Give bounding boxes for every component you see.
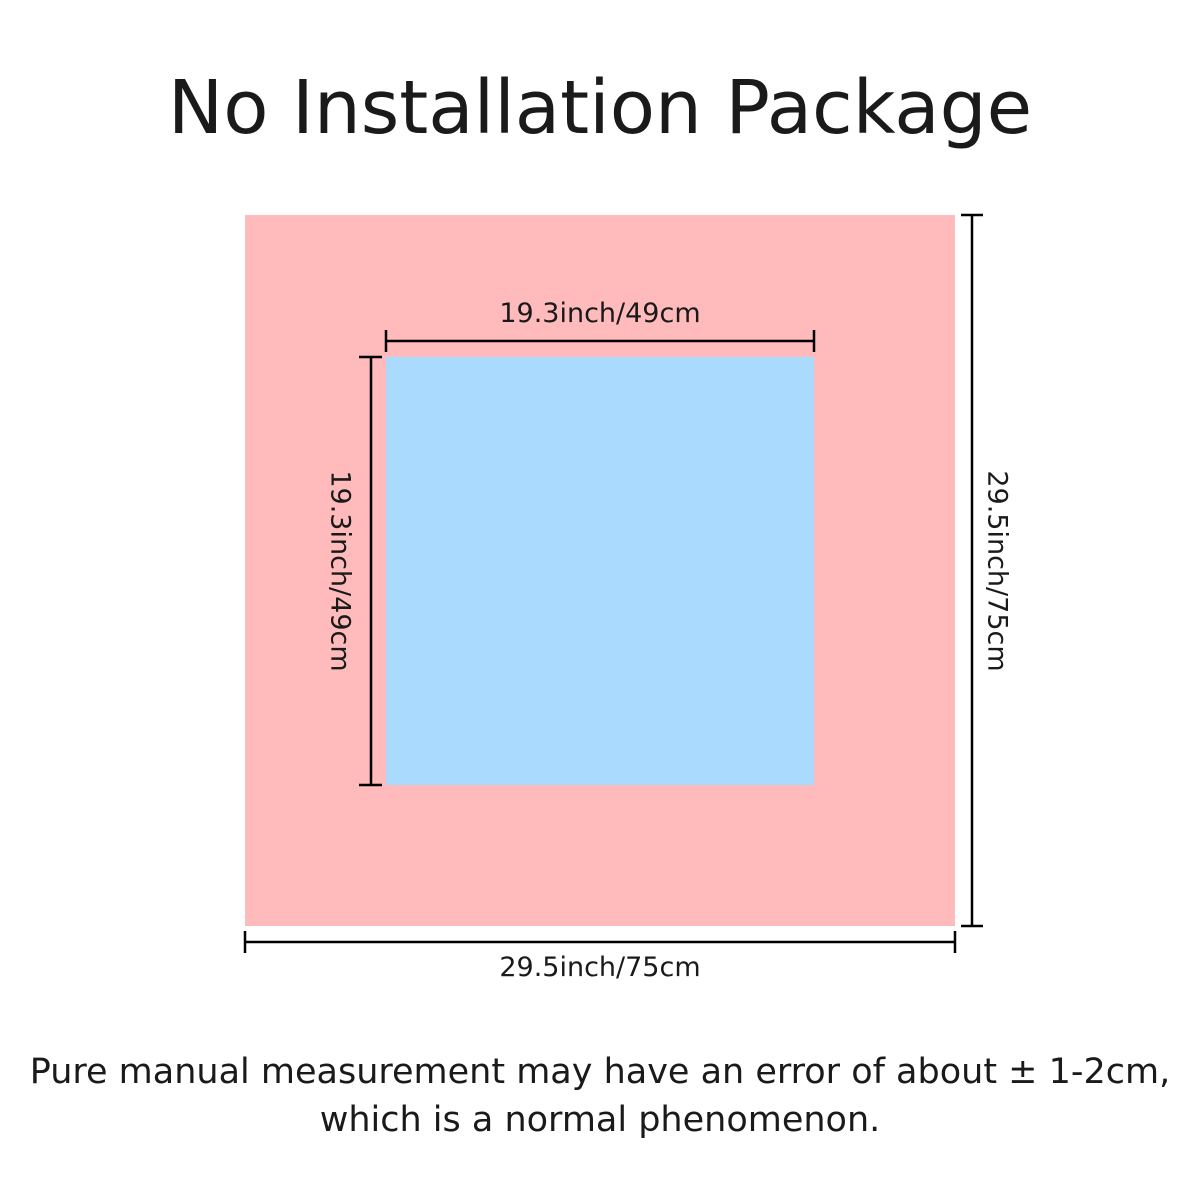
note-line-2: which is a normal phenomenon. — [319, 1100, 881, 1140]
outer-width-label: 29.5inch/75cm — [499, 952, 701, 983]
outer-height-line — [961, 213, 983, 928]
note-line-1: Pure manual measurement may have an erro… — [29, 1052, 1171, 1092]
outer-height-label: 29.5inch/75cm — [981, 470, 1013, 672]
inner-height-line — [359, 355, 382, 787]
measurement-note: Pure manual measurement may have an erro… — [0, 1048, 1200, 1144]
inner-height-label: 19.3inch/49cm — [324, 470, 356, 672]
page-title: No Installation Package — [167, 65, 1033, 151]
inner-width-label: 19.3inch/49cm — [499, 298, 701, 329]
inner-square — [386, 357, 814, 785]
outer-width-line — [243, 931, 957, 953]
inner-width-line — [384, 330, 816, 352]
